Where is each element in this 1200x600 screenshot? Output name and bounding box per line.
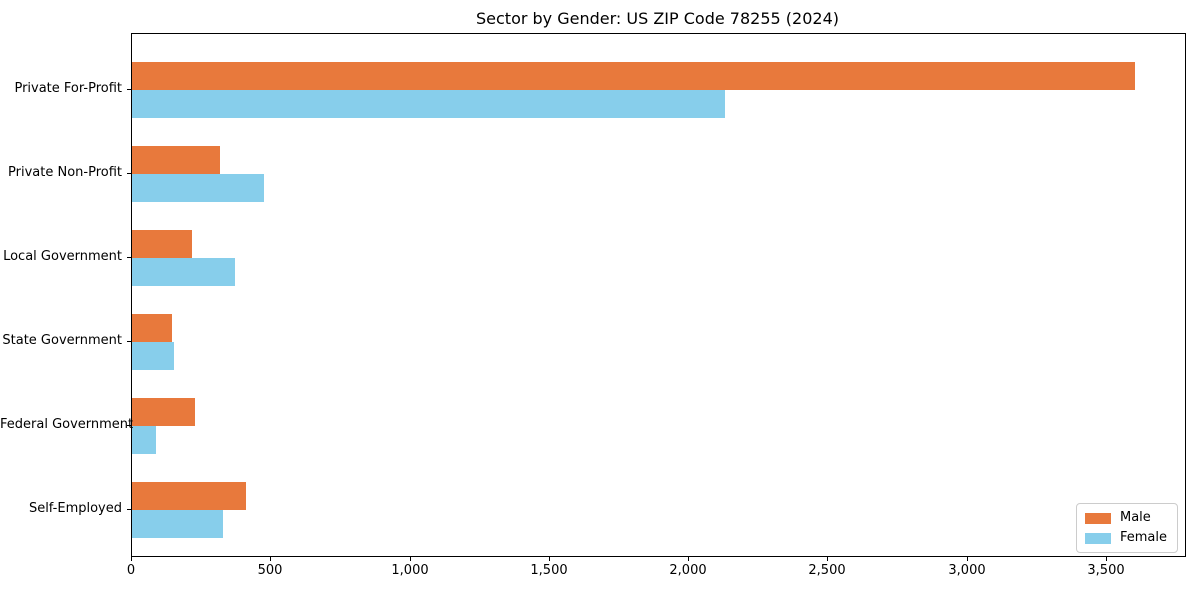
legend-entry-male: Male — [1084, 510, 1167, 525]
bar-male-self-employed — [132, 482, 246, 510]
chart-title: Sector by Gender: US ZIP Code 78255 (202… — [476, 9, 839, 28]
bar-female-self-employed — [132, 510, 223, 538]
x-tick-label-3500: 3,500 — [1087, 563, 1125, 578]
x-tick-label-1000: 1,000 — [391, 563, 429, 578]
x-tick-label-2000: 2,000 — [669, 563, 707, 578]
y-tick-mark — [127, 173, 131, 174]
bar-female-state-government — [132, 342, 174, 370]
y-axis-label-self-employed: Self-Employed — [28, 501, 122, 516]
bar-female-private-non-profit — [132, 174, 264, 202]
x-tick-label-1500: 1,500 — [530, 563, 568, 578]
bar-female-local-government — [132, 258, 235, 286]
legend-male-label: Male — [1119, 510, 1151, 525]
x-tick-mark — [688, 557, 689, 561]
bar-male-private-non-profit — [132, 146, 220, 174]
y-tick-mark — [127, 509, 131, 510]
y-axis-label-local-government: Local Government — [3, 249, 122, 264]
y-axis-label-federal-government: Federal Government — [0, 417, 134, 432]
bar-female-federal-government — [132, 426, 156, 454]
bar-female-private-for-profit — [132, 90, 725, 118]
x-tick-mark — [131, 557, 132, 561]
y-tick-mark — [127, 341, 131, 342]
legend-female-label: Female — [1119, 530, 1167, 545]
x-tick-label-500: 500 — [257, 563, 283, 578]
y-axis-label-private-non-profit: Private Non-Profit — [8, 165, 122, 180]
bar-male-state-government — [132, 314, 172, 342]
x-tick-label-2500: 2,500 — [808, 563, 846, 578]
x-tick-mark — [270, 557, 271, 561]
bar-male-local-government — [132, 230, 192, 258]
y-axis-label-private-for-profit: Private For-Profit — [14, 81, 122, 96]
x-tick-mark — [827, 557, 828, 561]
plot-area — [131, 33, 1186, 557]
legend-male-swatch — [1084, 512, 1111, 524]
bar-male-private-for-profit — [132, 62, 1135, 90]
y-axis-label-state-government: State Government — [2, 333, 122, 348]
legend: Male Female — [1075, 503, 1178, 553]
x-tick-label-0: 0 — [126, 563, 136, 578]
x-tick-mark — [410, 557, 411, 561]
x-tick-mark — [1106, 557, 1107, 561]
legend-entry-female: Female — [1084, 530, 1167, 545]
bar-male-federal-government — [132, 398, 195, 426]
x-tick-mark — [967, 557, 968, 561]
y-tick-mark — [127, 425, 131, 426]
y-tick-mark — [127, 89, 131, 90]
y-tick-mark — [127, 257, 131, 258]
x-tick-label-3000: 3,000 — [948, 563, 986, 578]
x-tick-mark — [549, 557, 550, 561]
legend-female-swatch — [1084, 532, 1111, 544]
